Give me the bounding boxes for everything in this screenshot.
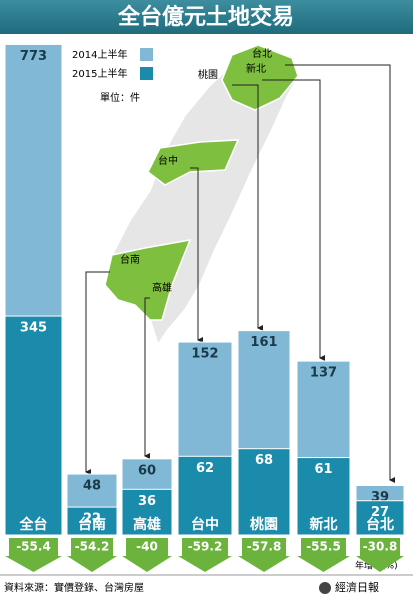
category-label: 桃園 (250, 516, 278, 533)
bar (177, 455, 233, 536)
title-bar (0, 0, 413, 34)
source: 資料來源：實價登錄、台灣房屋 (4, 581, 144, 594)
bar (237, 448, 291, 536)
map-label: 新北 (246, 62, 266, 75)
growth-label: -40 (136, 540, 158, 554)
bar (66, 506, 118, 536)
growth-label: -30.8 (363, 540, 398, 554)
map-label: 台北 (252, 47, 272, 60)
growth-label: -59.2 (188, 540, 223, 554)
legend-swatch (140, 67, 153, 80)
map-label: 桃園 (198, 68, 218, 81)
legend-swatch (140, 48, 153, 61)
legend-label: 2014上半年 (72, 48, 127, 61)
value-label: 27 (371, 505, 389, 520)
logo (319, 582, 331, 594)
value-label: 152 (191, 347, 218, 362)
bar (121, 488, 173, 536)
growth-label: -57.8 (247, 540, 282, 554)
value-label: 22 (83, 512, 101, 527)
bar (355, 500, 405, 536)
growth-arrow (297, 538, 350, 572)
value-label: 345 (20, 321, 47, 336)
growth-label: -54.2 (75, 540, 110, 554)
bar (296, 457, 351, 536)
growth-arrow (178, 538, 232, 572)
growth-arrow (122, 538, 172, 572)
unit: 單位：件 (100, 91, 140, 104)
map-label: 台中 (158, 154, 178, 167)
growth-arrow (5, 538, 62, 572)
leader-lines (85, 64, 395, 483)
category-label: 台南 (78, 516, 106, 533)
growth-label: -55.4 (16, 540, 51, 554)
value-label: 36 (138, 494, 156, 509)
map-label: 高雄 (152, 281, 172, 294)
title: 全台億元土地交易 (117, 4, 294, 30)
growth-arrow (67, 538, 117, 572)
legend-label: 2015上半年 (72, 67, 127, 80)
growth-arrow (356, 538, 404, 572)
value-label: 161 (250, 335, 277, 350)
growth-label: -55.5 (306, 540, 341, 554)
value-label: 773 (20, 49, 47, 64)
category-label: 高雄 (133, 516, 161, 533)
category-label: 全台 (19, 516, 48, 533)
map-label: 台南 (120, 253, 140, 266)
growth-arrow (238, 538, 290, 572)
value-label: 48 (83, 479, 101, 494)
value-label: 61 (314, 462, 332, 477)
value-label: 62 (196, 461, 214, 476)
publisher: 經濟日報 (335, 580, 379, 594)
category-label: 台北 (366, 516, 394, 533)
category-label: 新北 (310, 516, 338, 533)
category-label: 台中 (191, 516, 219, 533)
value-label: 68 (255, 453, 273, 468)
value-label: 137 (310, 366, 337, 381)
map (103, 43, 302, 348)
value-label: 60 (138, 463, 156, 478)
bar (4, 315, 63, 536)
